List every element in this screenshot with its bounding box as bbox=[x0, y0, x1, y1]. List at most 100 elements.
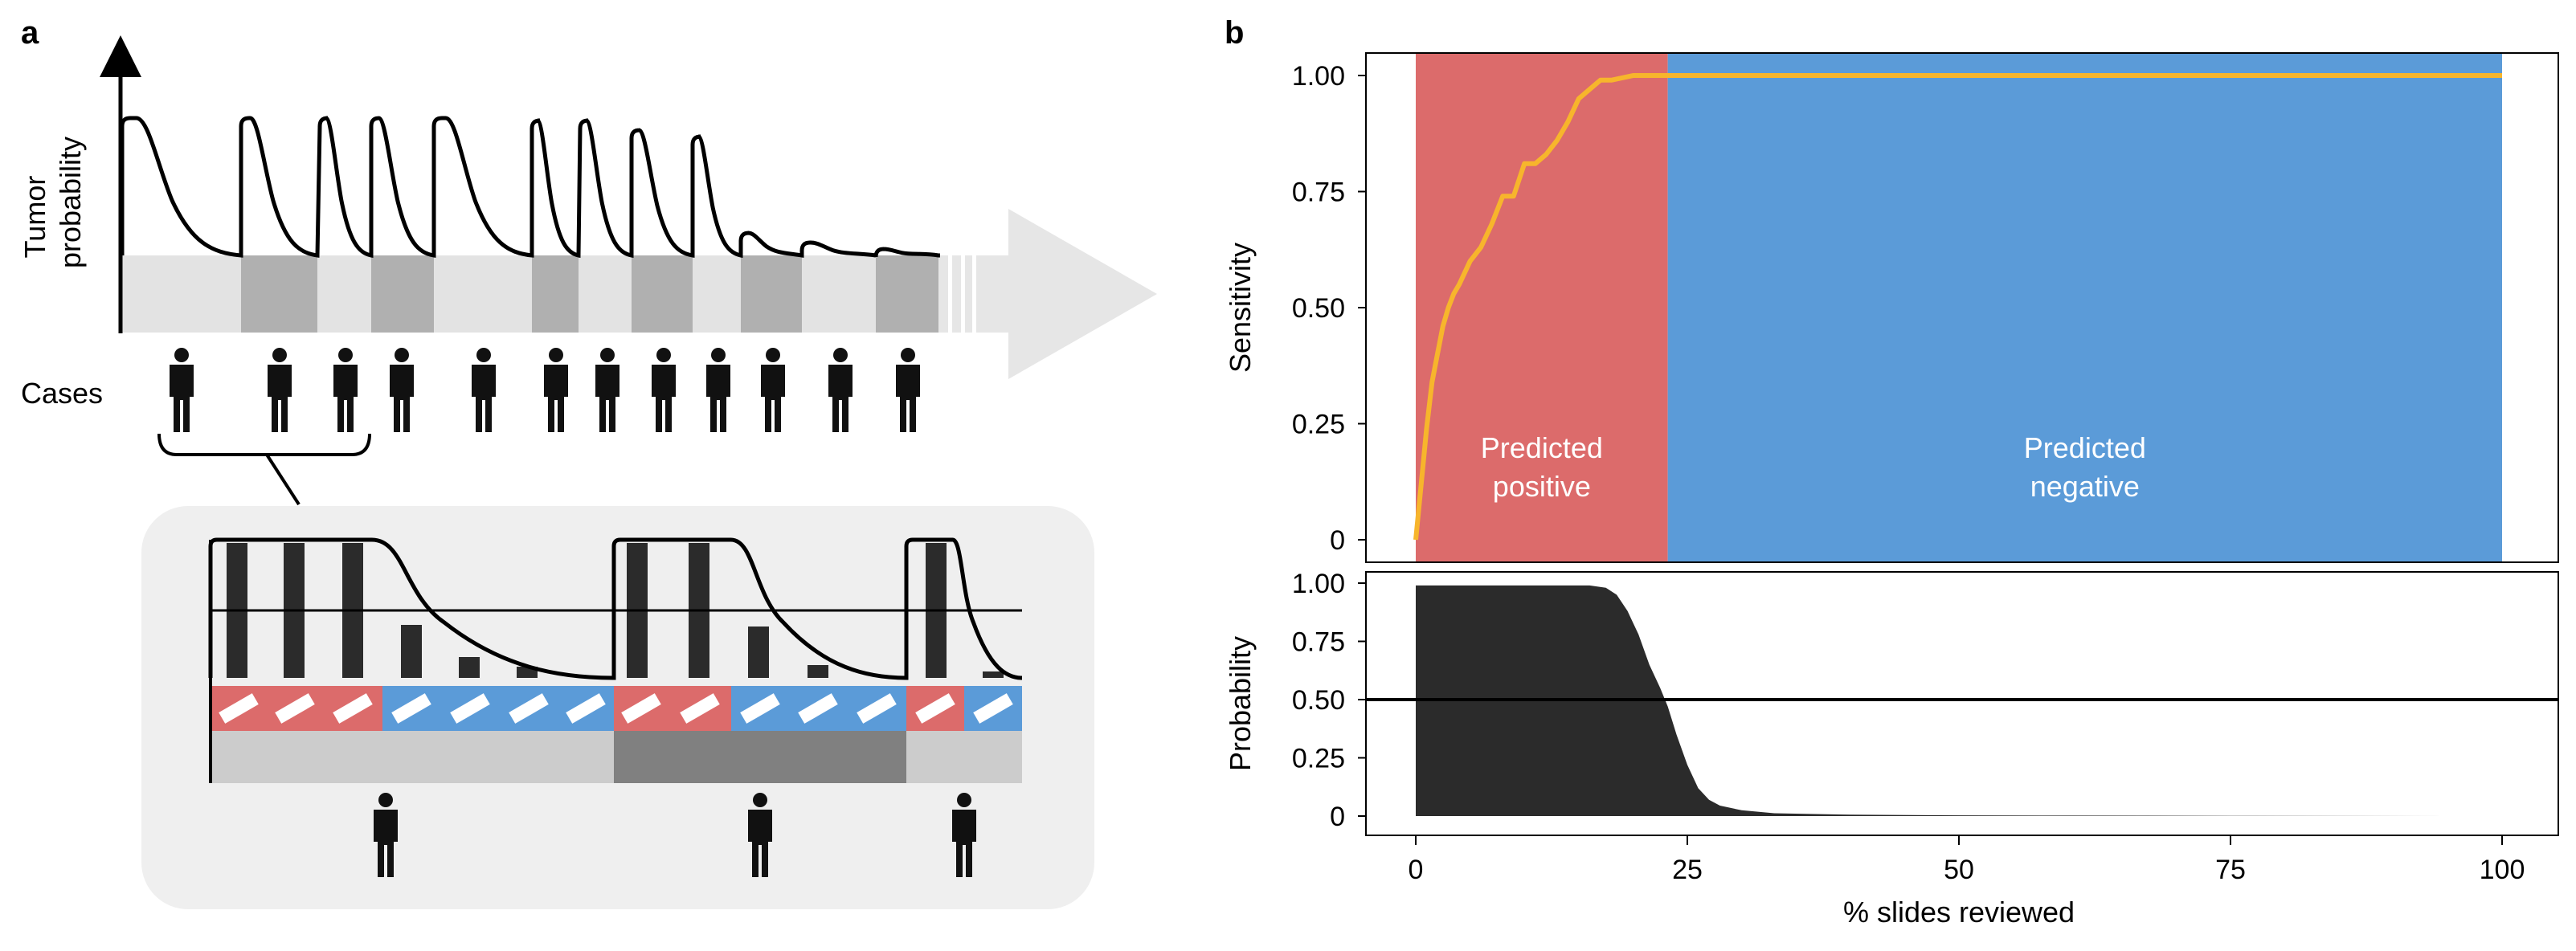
person-body bbox=[374, 810, 398, 877]
slide-glyph bbox=[915, 693, 955, 724]
slide-glyph bbox=[219, 693, 259, 724]
bracket-connector bbox=[265, 453, 301, 506]
slide-glyph bbox=[798, 693, 838, 724]
slide-glyph bbox=[857, 693, 897, 724]
case-icon bbox=[544, 348, 568, 432]
person-head bbox=[656, 348, 671, 362]
arrow-gap bbox=[948, 255, 952, 333]
person-head bbox=[395, 348, 409, 362]
arrow-gap bbox=[972, 255, 976, 333]
x-tick-label: 25 bbox=[1672, 855, 1703, 885]
person-body bbox=[896, 365, 920, 432]
region-label-line2: negative bbox=[2030, 470, 2140, 503]
probability-axis-label: Probability bbox=[1224, 636, 1257, 771]
probability-bar bbox=[459, 657, 480, 678]
person-head bbox=[753, 793, 767, 807]
detail-case-bands bbox=[211, 731, 1022, 783]
person-head bbox=[378, 793, 393, 807]
sensitivity-plot: Predicted positive Predicted negative 0 0.25 0… bbox=[1224, 52, 2559, 563]
case-bracket bbox=[157, 433, 371, 456]
slide-glyph bbox=[333, 693, 373, 724]
x-axis-label: % slides reviewed bbox=[1843, 896, 2075, 929]
y-tick-label: 1.00 bbox=[1292, 569, 1345, 599]
probability-bar bbox=[983, 671, 1004, 678]
slide-glyph bbox=[973, 693, 1013, 724]
y-tick-label: 0.50 bbox=[1292, 293, 1345, 324]
slide-glyph bbox=[740, 693, 780, 724]
slide-band-dark bbox=[741, 255, 802, 333]
person-head bbox=[338, 348, 353, 362]
detail-slide-strip bbox=[211, 686, 1022, 731]
region-label-line2: positive bbox=[1493, 470, 1591, 503]
person-body bbox=[652, 365, 676, 432]
region-band bbox=[1667, 54, 2502, 561]
region-band bbox=[1416, 54, 1668, 561]
y-tick-label: 0.25 bbox=[1292, 410, 1345, 440]
probability-bar bbox=[748, 627, 769, 678]
region-label-line1: Predicted bbox=[2024, 431, 2146, 464]
panel-a-label: a bbox=[21, 15, 39, 51]
person-body bbox=[268, 365, 292, 432]
slide-glyph bbox=[566, 693, 606, 724]
person-head bbox=[272, 348, 287, 362]
case-band-light bbox=[906, 731, 1022, 783]
slide-band-dark bbox=[632, 255, 693, 333]
person-body bbox=[706, 365, 730, 432]
panel-b-label: b bbox=[1225, 15, 1244, 51]
detail-case-icon bbox=[748, 793, 772, 877]
case-icon bbox=[472, 348, 496, 432]
y-axis-arrowhead bbox=[100, 35, 141, 77]
y-tick-label: 0.75 bbox=[1292, 178, 1345, 208]
ylabel-tumor: Tumor bbox=[18, 176, 51, 259]
case-band-dark bbox=[614, 731, 906, 783]
person-head bbox=[600, 348, 615, 362]
person-head bbox=[766, 348, 780, 362]
slide-band-dark bbox=[371, 255, 434, 333]
sensitivity-axis-label: Sensitivity bbox=[1224, 243, 1257, 373]
case-icon bbox=[652, 348, 676, 432]
case-icons bbox=[170, 348, 920, 432]
slide-glyph bbox=[680, 693, 720, 724]
person-body bbox=[170, 365, 194, 432]
case-icon bbox=[333, 348, 358, 432]
y-tick-label: 1.00 bbox=[1292, 61, 1345, 92]
slide-glyph bbox=[621, 693, 661, 724]
y-tick-label: 0 bbox=[1330, 525, 1345, 556]
person-body bbox=[472, 365, 496, 432]
y-tick-label: 0.50 bbox=[1292, 685, 1345, 716]
case-icon bbox=[828, 348, 853, 432]
person-head bbox=[174, 348, 189, 362]
person-body bbox=[828, 365, 853, 432]
person-body bbox=[748, 810, 772, 877]
slide-glyph bbox=[509, 693, 549, 724]
person-head bbox=[901, 348, 915, 362]
person-head bbox=[711, 348, 726, 362]
case-icon bbox=[170, 348, 194, 432]
person-body bbox=[952, 810, 976, 877]
case-icon bbox=[595, 348, 619, 432]
case-icon bbox=[761, 348, 785, 432]
case-icon bbox=[268, 348, 292, 432]
case-band-light bbox=[211, 731, 614, 783]
case-icon bbox=[896, 348, 920, 432]
detail-probability-curve bbox=[208, 537, 1023, 680]
person-body bbox=[390, 365, 414, 432]
region-label-line1: Predicted bbox=[1481, 431, 1603, 464]
detail-case-icon bbox=[374, 793, 398, 877]
case-icon bbox=[390, 348, 414, 432]
probability-plot: 0 0.25 0.50 0.75 1.00 0 25 50 75 100 Probability % … bbox=[1224, 569, 2559, 929]
slide-glyph bbox=[391, 693, 431, 724]
person-body bbox=[595, 365, 619, 432]
person-head bbox=[549, 348, 563, 362]
person-head bbox=[833, 348, 848, 362]
probability-bar bbox=[401, 625, 422, 678]
arrow-gap bbox=[961, 255, 965, 333]
arrow-gaps bbox=[948, 255, 976, 333]
detail-case-icon bbox=[952, 793, 976, 877]
x-tick-label: 0 bbox=[1409, 855, 1424, 885]
y-tick-label: 0.75 bbox=[1292, 627, 1345, 658]
person-head bbox=[957, 793, 971, 807]
ylabel-probability: probability bbox=[54, 137, 87, 268]
y-tick-label: 0.25 bbox=[1292, 744, 1345, 774]
